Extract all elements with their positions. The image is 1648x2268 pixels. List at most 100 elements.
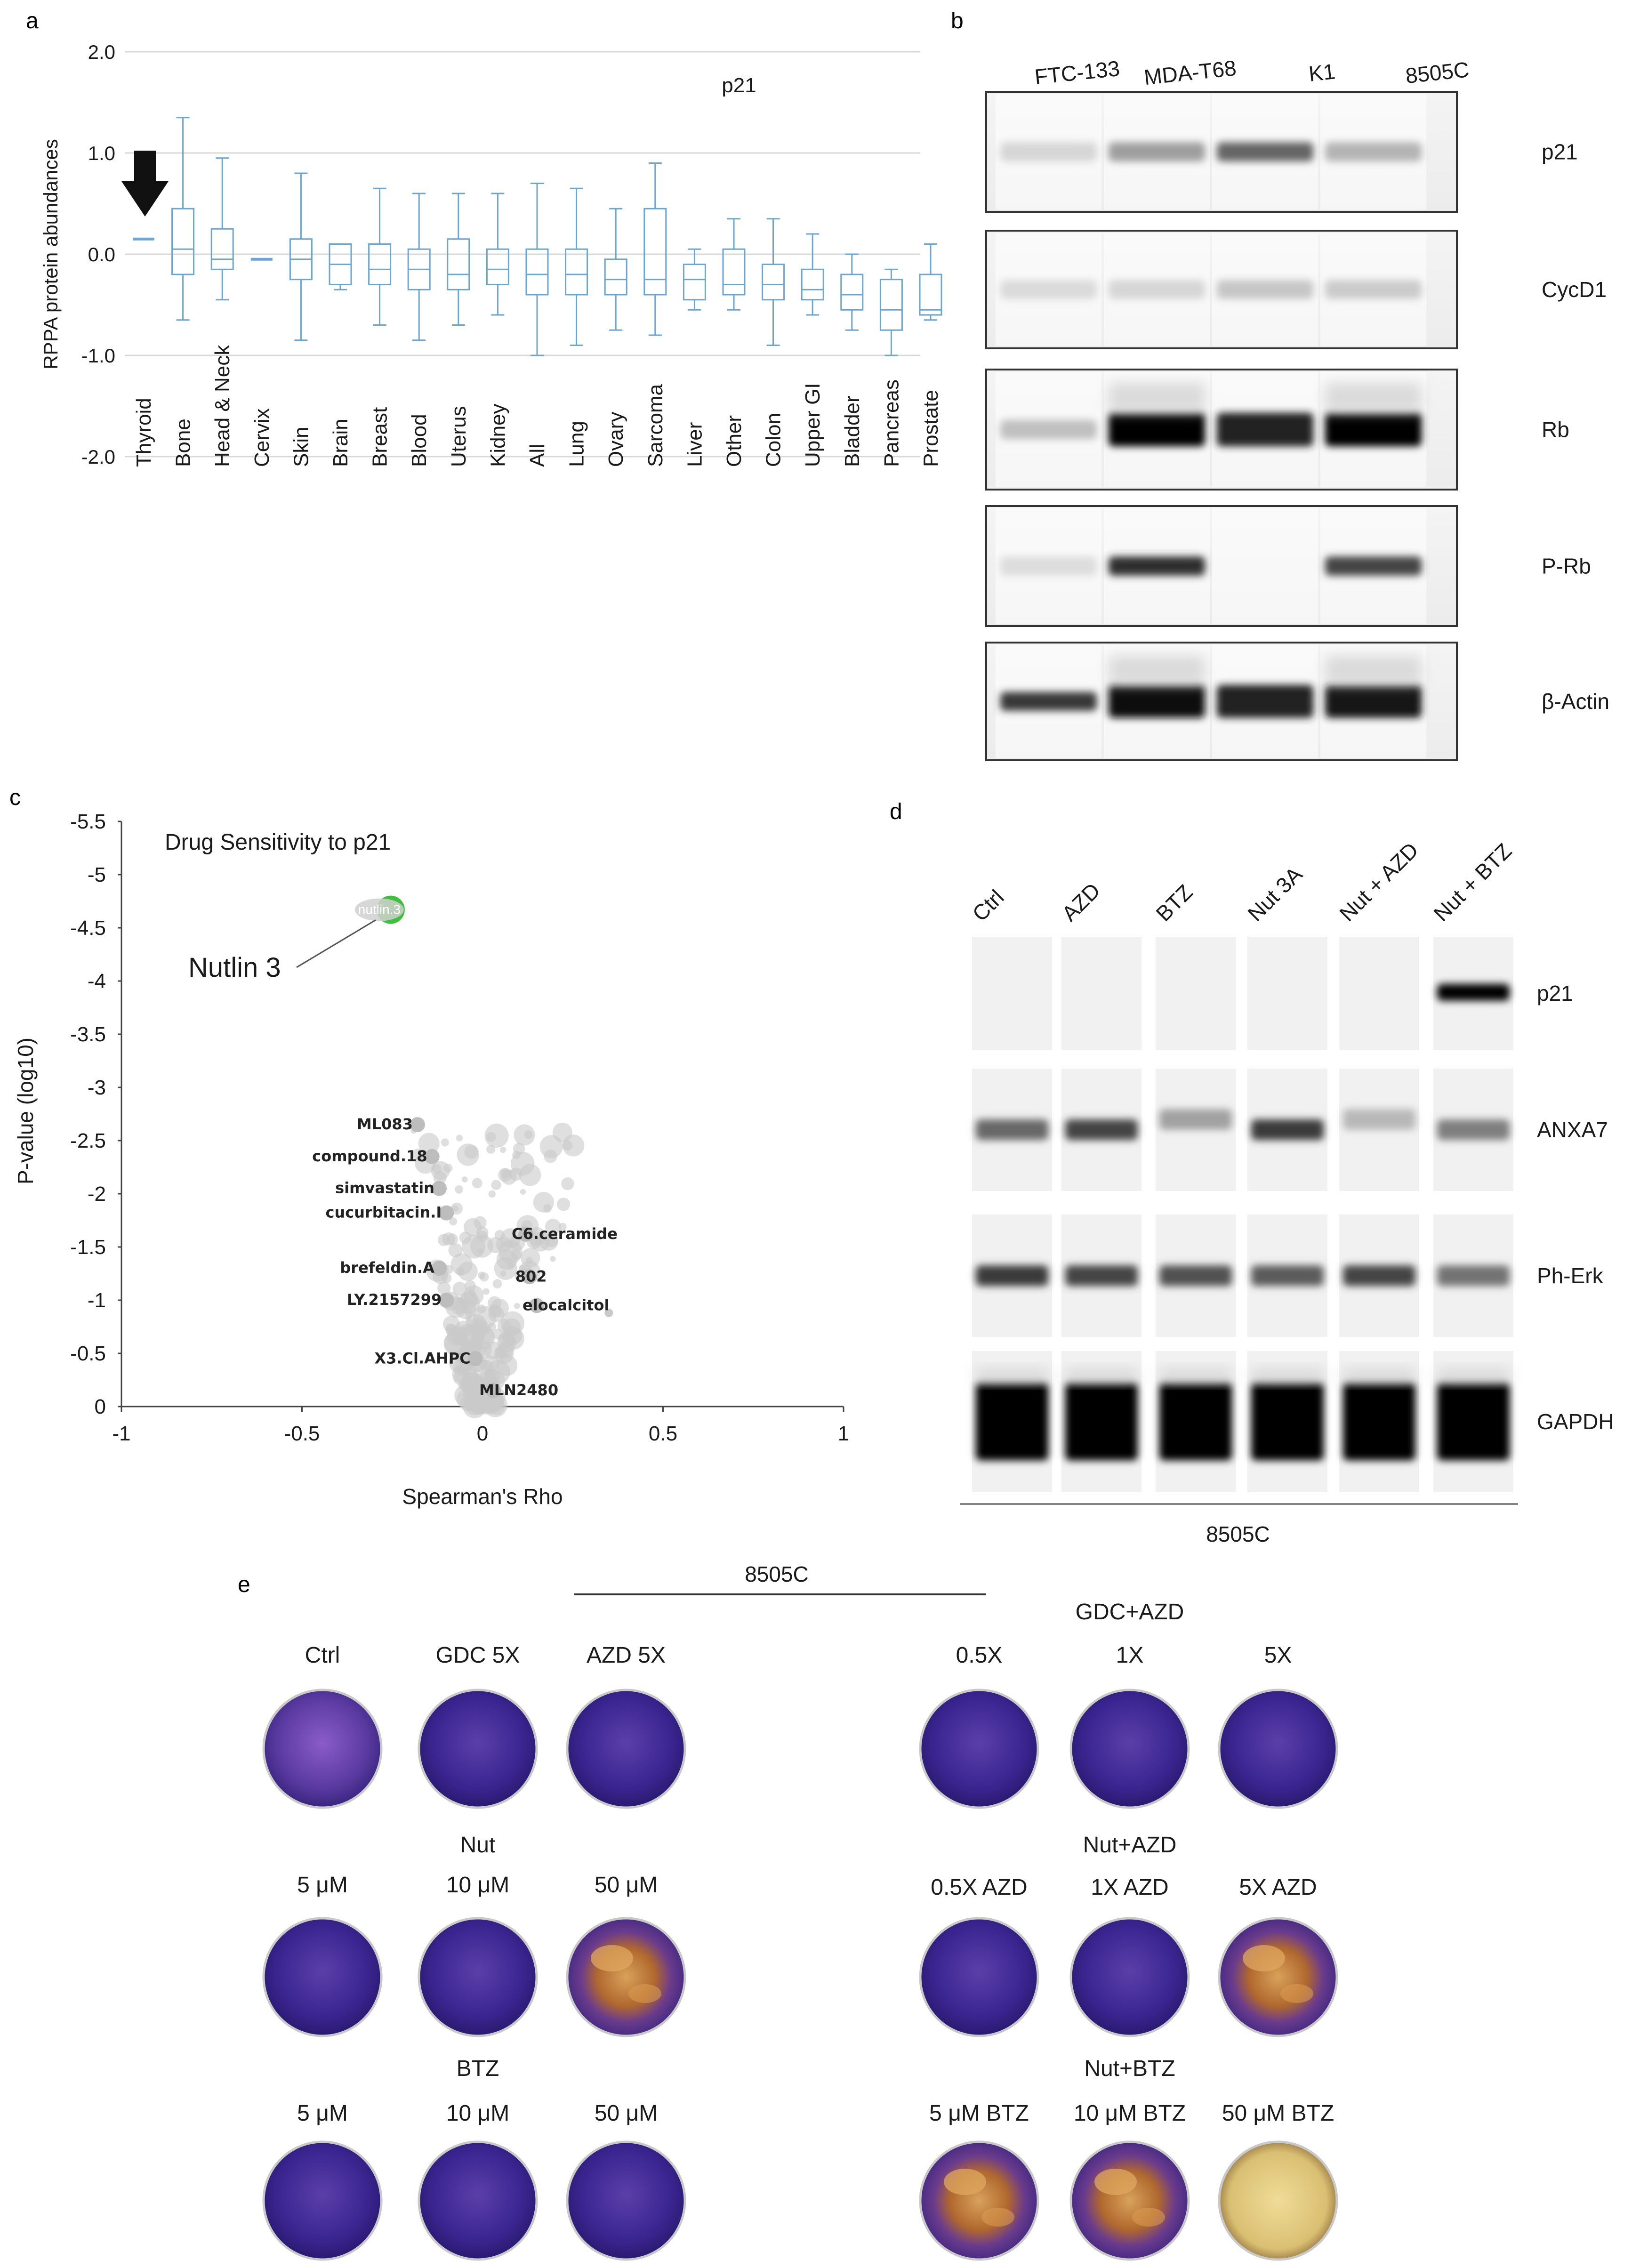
blot-row [985, 505, 1458, 627]
culture-well [566, 1917, 686, 2037]
data-point [494, 1345, 508, 1359]
y-tick-label: -1 [88, 1289, 106, 1312]
box [683, 248, 706, 311]
plate-group: GDC+AZD 0.5X 1X 5X [919, 1600, 1338, 1809]
lane-background [1247, 937, 1327, 1050]
culture-well [1069, 1689, 1190, 1809]
plate-label: 10 μM [446, 1873, 509, 1898]
point-label: cucurbitacin.I [325, 1204, 442, 1222]
chart-title: p21 [722, 74, 756, 97]
box-iqr [447, 238, 470, 290]
group-title: Nut+AZD [1083, 1833, 1177, 1858]
blot-row [985, 91, 1458, 213]
protein-label: CycD1 [1542, 277, 1607, 302]
lane-header: Ctrl [967, 885, 1008, 926]
cell-line-label: 8505C [745, 1562, 809, 1586]
plate-label: 5X [1264, 1643, 1292, 1668]
panel-c-scatter: 0 -0.5 -1 -1.5 -2 -2.5 -3 -3.5 -4 -4.5 -5 -5.5 -1 -0.… [13, 810, 849, 1509]
data-point [492, 1328, 504, 1340]
data-point [437, 1281, 451, 1295]
data-point [491, 1180, 501, 1190]
panel-d-western-blot: Ctrl AZD BTZ Nut 3A Nut + AZD Nut + BTZ p21 ANX… [960, 837, 1614, 1546]
data-point [477, 1231, 488, 1242]
band [1159, 1265, 1232, 1286]
y-tick-label: 2.0 [88, 41, 115, 63]
band-smear [976, 1368, 1048, 1383]
box [368, 187, 392, 326]
y-tick-label: -3.5 [70, 1023, 106, 1046]
culture-well [1218, 1917, 1338, 2037]
band [1000, 280, 1097, 299]
plate-group: Ctrl GDC 5X AZD 5X [262, 1643, 686, 1809]
box-iqr [525, 248, 549, 296]
category-label: Liver [683, 422, 706, 467]
box-iqr [210, 228, 234, 270]
blot-row [972, 1069, 1513, 1191]
band [1217, 685, 1313, 718]
band-smear [1325, 382, 1422, 413]
data-point [456, 1134, 463, 1142]
plate-group: Nut+AZD 0.5X AZD 1X AZD 5X AZD [919, 1833, 1338, 2037]
panel-d-label: d [890, 799, 902, 824]
lane-header: FTC-133 [1033, 56, 1121, 89]
cleared-patch [1280, 1984, 1313, 2003]
data-point [431, 1161, 450, 1180]
band-smear [1159, 1368, 1232, 1383]
data-point [604, 1309, 613, 1318]
data-point [492, 1279, 502, 1288]
plate-label: Ctrl [305, 1643, 340, 1668]
band [1325, 556, 1422, 576]
category-label: Colon [762, 413, 785, 467]
data-point [484, 1123, 509, 1148]
culture-well [1218, 2140, 1338, 2261]
blot-row [972, 1351, 1513, 1492]
panel-a-label: a [26, 8, 39, 33]
data-point [550, 1256, 556, 1262]
culture-well [919, 1689, 1039, 1809]
data-point [479, 1272, 489, 1282]
labeled-point [431, 1261, 447, 1276]
data-point [472, 1178, 482, 1189]
culture-well [418, 1689, 538, 1809]
culture-well [262, 2140, 383, 2261]
data-point [457, 1143, 479, 1166]
plate-label: 50 μM [595, 1873, 658, 1898]
band [1159, 1109, 1232, 1130]
data-point [559, 1222, 567, 1231]
x-tick-label: 0 [477, 1422, 488, 1445]
panel-b-label: b [951, 8, 964, 33]
box [762, 218, 785, 346]
y-tick-label: 0.0 [88, 243, 115, 265]
cleared-patch [1094, 2169, 1137, 2195]
data-point [520, 1189, 526, 1195]
plate-label: AZD 5X [587, 1643, 666, 1668]
category-label: Other [723, 415, 746, 467]
category-label: Lung [565, 421, 588, 467]
y-tick-label: -2.0 [81, 446, 115, 468]
band [976, 1119, 1048, 1140]
plate-label: 10 μM [446, 2101, 509, 2126]
plate-label: 0.5X [956, 1643, 1003, 1668]
y-tick-label: -3 [88, 1076, 106, 1099]
cleared-patch [591, 1945, 633, 1971]
band [976, 1383, 1048, 1461]
box [722, 218, 746, 311]
cell-line-label: 8505C [1206, 1522, 1270, 1546]
culture-well [566, 1689, 686, 1809]
box [210, 157, 234, 301]
protein-label: Ph-Erk [1537, 1263, 1604, 1288]
band [1251, 1265, 1324, 1286]
y-axis-label: RPPA protein abundances [40, 139, 62, 370]
plate-label: 5X AZD [1239, 1875, 1317, 1900]
box-iqr [762, 264, 785, 301]
band [1217, 412, 1313, 447]
band [1000, 556, 1097, 576]
band [1065, 1119, 1138, 1140]
band [1000, 142, 1097, 161]
highlight-point-label: nutlin.3 [358, 902, 401, 917]
band-smear [1109, 382, 1205, 413]
band [1343, 1265, 1415, 1286]
box [565, 187, 588, 346]
y-tick-label: -2 [88, 1182, 106, 1206]
box-iqr [643, 208, 667, 296]
